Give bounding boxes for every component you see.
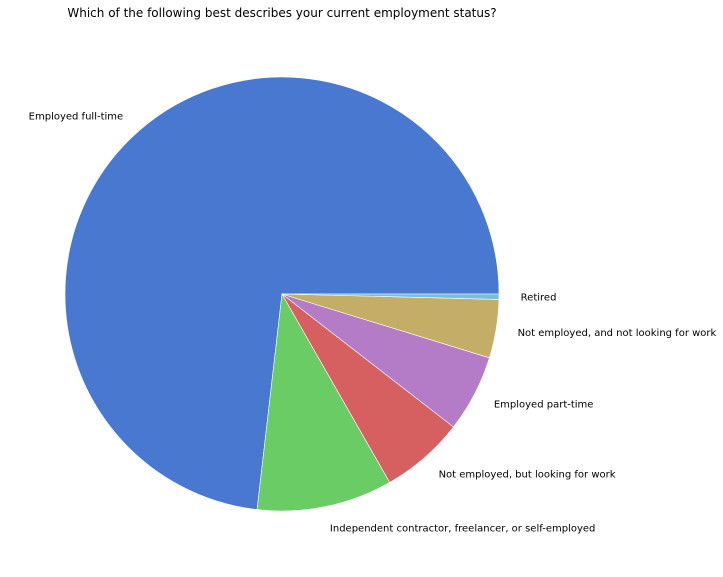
pie-slices (64, 76, 500, 512)
chart-title: Which of the following best describes yo… (67, 6, 496, 20)
pie-slice-label: Retired (521, 292, 557, 303)
pie-slice-label: Independent contractor, freelancer, or s… (330, 523, 595, 534)
pie-labels: Employed full-time Independent contractor… (29, 111, 717, 534)
pie-slice-label: Not employed, but looking for work (439, 470, 616, 481)
pie-slice-label: Employed part-time (494, 400, 594, 411)
pie-slice-label: Not employed, and not looking for work (518, 328, 717, 339)
pie-slice (64, 76, 500, 510)
pie-slice-label: Employed full-time (29, 111, 124, 122)
pie-slice (256, 293, 391, 512)
pie-slice (281, 293, 500, 300)
